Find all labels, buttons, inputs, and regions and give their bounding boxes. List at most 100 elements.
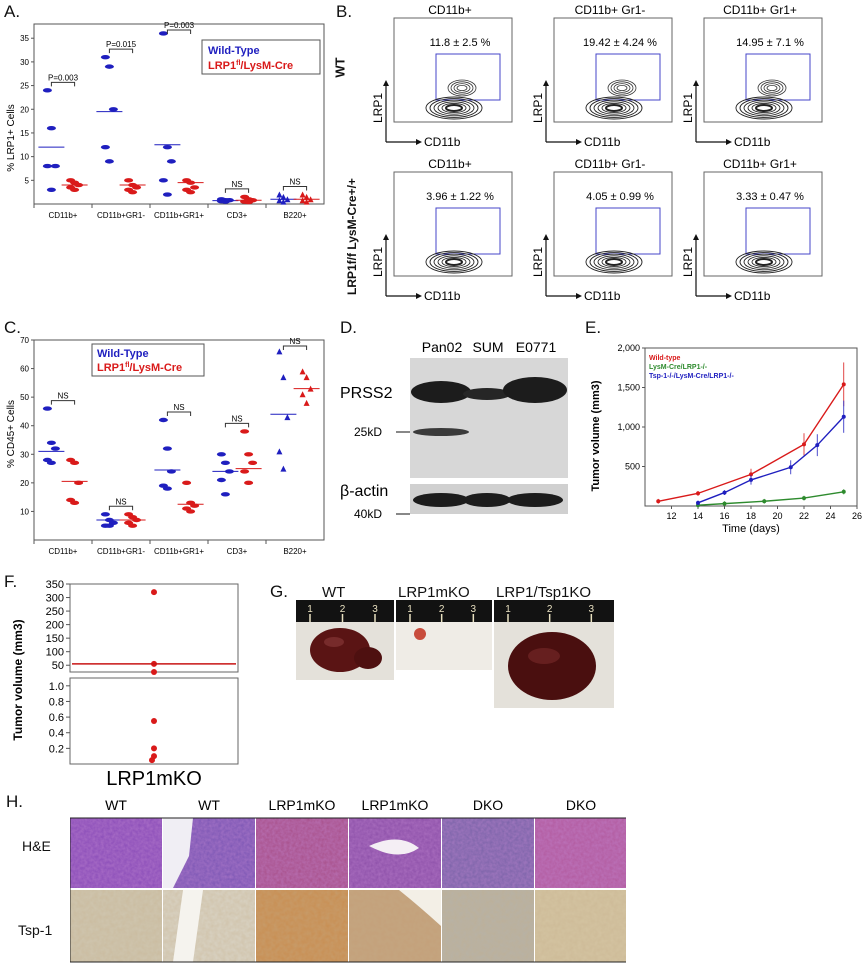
flow-y-label: LRP1 [681, 93, 695, 123]
a-point [220, 199, 230, 204]
panel-a-yticks: 5 10 15 20 25 30 35 [20, 34, 34, 185]
panel-h-histology: WT WT LRP1mKO LRP1mKO DKO DKO [70, 797, 626, 963]
flow-x-arrowhead [726, 139, 732, 145]
h-col-label: LRP1mKO [362, 797, 429, 813]
f-ytick-label: 350 [46, 580, 64, 591]
g-ruler-num: 3 [372, 604, 378, 615]
h-tile-tsp-texture [535, 890, 626, 962]
panel-e-ylabel-text: Tumor volume (mm3) [590, 380, 602, 491]
f-ytick-label: 0.6 [49, 712, 64, 724]
f-ytick-label: 1.0 [49, 681, 64, 693]
panel-e-legend-2: LysM-Cre/LRP1-/- [649, 364, 708, 371]
a-leg-ko-1: LRP1 [208, 60, 236, 72]
flow-plot-frame [703, 17, 823, 123]
e-point [749, 472, 753, 477]
panel-f-frame-bottom [69, 677, 239, 765]
g-ruler-num: 1 [505, 604, 511, 615]
c-pval: NS [57, 392, 68, 401]
flow-contour [453, 83, 471, 93]
flow-x-label: CD11b [584, 135, 621, 149]
panel-a-pvals: P=0.003 P=0.015 P=0.003 NS NS [48, 21, 308, 193]
flow-contour [437, 255, 471, 269]
panel-a-legend-ko: LRP1fl/LysM-Cre [208, 60, 293, 72]
a-point [104, 159, 114, 164]
c-point [128, 523, 138, 528]
h-col-label: WT [105, 797, 127, 813]
h-grid-frame [70, 817, 626, 963]
c-bracket [282, 345, 308, 350]
a-point [280, 193, 287, 200]
flow-contour [441, 256, 467, 268]
f-point [149, 757, 155, 764]
f-point [151, 718, 157, 724]
flow-y-label: LRP1 [371, 93, 385, 123]
c-point [220, 460, 230, 466]
c-leg-ko-3: /LysM-Cre [129, 362, 182, 374]
h-tile-tsp-texture [70, 890, 162, 962]
c-point [162, 446, 172, 451]
h-tile-gap [173, 890, 203, 962]
g-tumor-lobe [354, 647, 382, 669]
c-point [42, 406, 52, 411]
flow-y-label: LRP1 [531, 93, 545, 123]
a-point [166, 159, 176, 164]
panel-a-frame [33, 23, 325, 205]
a-point [70, 187, 80, 192]
f-ytick-label: 150 [46, 633, 64, 645]
panel-letter-f: F. [4, 572, 18, 591]
c-ytick-label: 50 [20, 393, 29, 402]
a-point [46, 126, 56, 131]
panel-c-xlabels: CD11b+ CD11b+GR1- CD11b+GR1+ CD3+ B220+ [33, 540, 307, 556]
flow-x-arrowhead [576, 293, 582, 299]
panel-e-legend-3: Tsp-1-/-/LysM-Cre/LRP1-/- [649, 373, 734, 380]
f-ytick-label: 50 [52, 660, 64, 672]
flow-contour [735, 250, 793, 274]
f-ytick-label: 250 [46, 606, 64, 618]
c-point [276, 348, 283, 355]
c-ytick-label: 10 [20, 507, 29, 516]
e-xtick-label: 14 [693, 511, 703, 521]
e-xtick-label: 18 [746, 511, 756, 521]
c-point [158, 417, 168, 423]
flow-contour [429, 252, 479, 272]
e-xtick-label: 26 [852, 511, 862, 521]
flow-contour [766, 85, 778, 92]
panel-c-yticks: 10 20 30 40 50 60 70 [20, 336, 34, 516]
panel-c-marks [38, 348, 320, 528]
flow-contour [433, 253, 475, 271]
flow-y-label: LRP1 [371, 247, 385, 277]
a-point [108, 107, 118, 112]
flow-value: 4.05 ± 0.99 % [586, 191, 654, 203]
h-col-label: LRP1mKO [269, 797, 336, 813]
flow-contour [747, 255, 781, 269]
c-xlabel: CD11b+GR1+ [154, 547, 204, 556]
panel-d-lane-1: Pan02 [422, 339, 463, 355]
flow-contour [760, 81, 784, 95]
flow-contour [751, 102, 777, 114]
c-point [70, 500, 80, 506]
panel-d-band-25kd [413, 428, 469, 436]
c-point [220, 492, 230, 497]
a-point [186, 189, 196, 195]
g-tumor [414, 628, 426, 640]
c-point [299, 391, 306, 398]
a-point [158, 178, 168, 183]
h-tile-tsp [70, 890, 162, 962]
c-point [303, 374, 310, 381]
a-point [162, 144, 172, 150]
c-point [104, 523, 114, 528]
g-photo: 1 2 3 [494, 600, 614, 708]
panel-letter-g: G. [270, 582, 288, 601]
panel-c-legend-box [91, 343, 205, 377]
e-ytick-label: 1,000 [617, 422, 640, 432]
e-point [841, 414, 846, 419]
flow-contour [429, 98, 479, 118]
flow-plot-title: CD11b+ Gr1- [575, 3, 646, 17]
e-point [696, 500, 700, 505]
c-point [240, 469, 250, 474]
a-pval: P=0.003 [164, 21, 195, 30]
a-point [244, 199, 254, 205]
a-point [299, 191, 306, 198]
panel-d-actin-1 [413, 493, 469, 507]
a-point [46, 187, 56, 192]
